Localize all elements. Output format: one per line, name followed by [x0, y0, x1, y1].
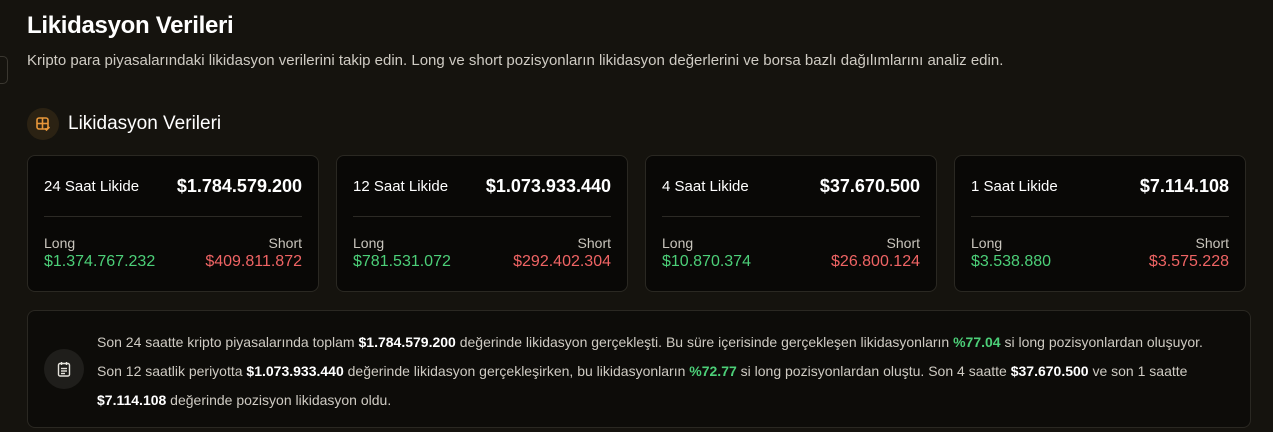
summary-segment: ve son 1 saatte	[1088, 363, 1188, 379]
short-value: $409.811.872	[205, 253, 302, 270]
short-value: $3.575.228	[1148, 253, 1229, 270]
summary-12h-long-percent: %72.77	[689, 363, 737, 379]
long-label: Long	[662, 235, 694, 251]
summary-text: Son 24 saatte kripto piyasalarında topla…	[97, 328, 1226, 415]
grid-check-icon	[27, 108, 59, 140]
liquidation-cards: 24 Saat Likide $1.784.579.200 Long $1.374.…	[27, 155, 1246, 292]
summary-12h-total: $1.073.933.440	[246, 363, 344, 379]
short-label: Short	[1195, 235, 1229, 251]
card-label: 4 Saat Likide	[662, 177, 749, 195]
long-label: Long	[971, 235, 1003, 251]
long-value: $10.870.374	[662, 253, 751, 270]
summary-segment: değerinde likidasyon gerçekleşirken, bu …	[343, 363, 690, 379]
short-value: $26.800.124	[831, 253, 920, 270]
short-value: $292.402.304	[513, 253, 611, 270]
long-label: Long	[44, 235, 76, 251]
short-label: Short	[268, 235, 302, 251]
section-title: Likidasyon Verileri	[68, 113, 222, 134]
liquidation-card-1h: 1 Saat Likide $7.114.108 Long $3.538.880 Sh…	[954, 155, 1246, 292]
long-label: Long	[353, 235, 385, 251]
card-label: 1 Saat Likide	[971, 177, 1058, 195]
summary-segment: değerinde likidasyon gerçekleşti. Bu sür…	[455, 334, 954, 350]
long-value: $3.538.880	[971, 253, 1052, 270]
summary-segment: si long pozisyonlardan oluştu. Son 4 saa…	[736, 363, 1011, 379]
page-subtitle: Kripto para piyasalarındaki likidasyon v…	[27, 52, 1004, 69]
short-label: Short	[577, 235, 611, 251]
clipboard-icon	[44, 349, 84, 389]
card-total: $37.670.500	[819, 175, 920, 196]
summary-1h-total: $7.114.108	[97, 392, 167, 408]
summary-24h-long-percent: %77.04	[953, 334, 1001, 350]
short-label: Short	[886, 235, 920, 251]
summary-segment: Son 24 saatte kripto piyasalarında topla…	[97, 334, 359, 350]
long-value: $1.374.767.232	[44, 253, 156, 270]
liquidation-card-4h: 4 Saat Likide $37.670.500 Long $10.870.374…	[645, 155, 937, 292]
summary-4h-total: $37.670.500	[1010, 363, 1089, 379]
card-total: $1.073.933.440	[485, 175, 611, 196]
card-total: $7.114.108	[1139, 175, 1229, 196]
page-title: Likidasyon Verileri	[27, 12, 234, 39]
summary-box: Son 24 saatte kripto piyasalarında topla…	[27, 310, 1251, 428]
card-total: $1.784.579.200	[176, 175, 302, 196]
card-label: 12 Saat Likide	[353, 177, 449, 195]
summary-24h-total: $1.784.579.200	[358, 334, 456, 350]
liquidation-card-12h: 12 Saat Likide $1.073.933.440 Long $781.53…	[336, 155, 628, 292]
liquidation-card-24h: 24 Saat Likide $1.784.579.200 Long $1.374.…	[27, 155, 319, 292]
summary-segment: değerinde pozisyon likidasyon oldu.	[166, 392, 392, 408]
scroll-handle	[0, 56, 8, 84]
summary-segment: si long pozisyonlardan oluşuyor. Son 12 …	[97, 334, 1203, 379]
card-label: 24 Saat Likide	[44, 177, 140, 195]
section-header: Likidasyon Verileri	[27, 108, 221, 140]
long-value: $781.531.072	[353, 253, 451, 270]
